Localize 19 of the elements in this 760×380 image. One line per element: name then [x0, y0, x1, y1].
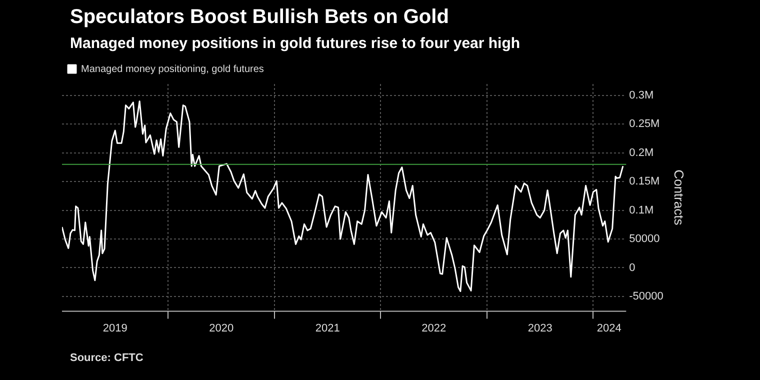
y-tick-label: 0	[629, 262, 636, 274]
chart-title: Speculators Boost Bullish Bets on Gold	[70, 6, 449, 29]
x-tick-label: 2022	[422, 322, 446, 334]
y-tick-label: 0.25M	[629, 118, 660, 130]
y-tick-label: 50000	[629, 233, 660, 246]
x-tick-label: 2020	[209, 322, 234, 334]
y-tick-label: 0.2M	[629, 146, 654, 159]
source-note: Source: CFTC	[70, 352, 144, 364]
y-tick-label: 0.15M	[629, 176, 660, 188]
y-tick-label: -50000	[629, 290, 664, 302]
x-tick-label: 2021	[315, 322, 340, 334]
y-tick-label: 0.3M	[629, 90, 654, 102]
y-tick-label: 0.1M	[629, 204, 654, 216]
legend-label: Managed money positioning, gold futures	[81, 64, 264, 75]
y-axis-title: Contracts	[672, 170, 687, 226]
x-tick-label: 2023	[528, 322, 552, 334]
chart-subtitle: Managed money positions in gold futures rise to four year high	[70, 35, 520, 52]
x-tick-label: 2024	[596, 322, 622, 334]
x-tick-label: 2019	[102, 322, 128, 334]
